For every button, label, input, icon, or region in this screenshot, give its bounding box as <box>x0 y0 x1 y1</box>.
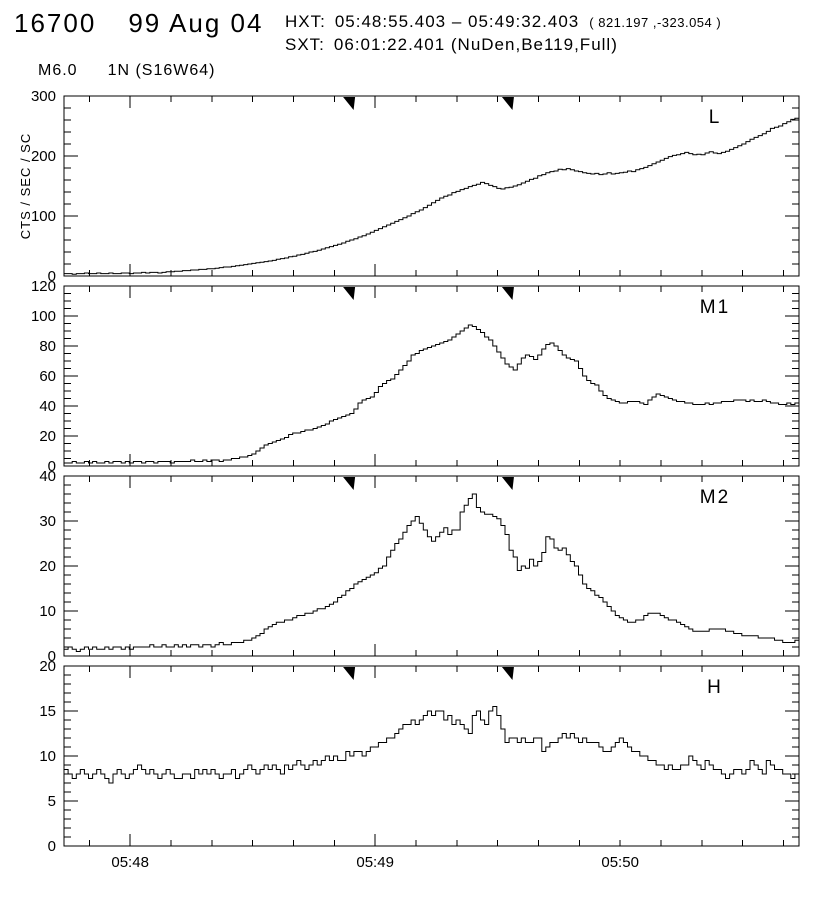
sxt-info: 06:01:22.401 (NuDen,Be119,Full) <box>333 35 618 54</box>
hxt-interval-marker-icon <box>501 97 514 110</box>
page-title: 16700 99 Aug 04 <box>14 8 263 39</box>
x-axis-time-label: 05:49 <box>356 854 394 871</box>
y-tick-label: 80 <box>39 338 56 355</box>
y-tick-label: 40 <box>39 398 56 415</box>
y-tick-label: 0 <box>48 458 56 475</box>
y-tick-label: 0 <box>48 268 56 285</box>
hxt-coordinates: ( 821.197 ,-323.054 ) <box>589 15 722 30</box>
hxt-interval-marker-icon <box>343 477 356 490</box>
x-axis-time-label: 05:50 <box>601 854 639 871</box>
hxt-time-line: HXT: 05:48:55.403 – 05:49:32.403 ( 821.197… <box>285 12 721 35</box>
y-tick-label: 5 <box>48 793 56 810</box>
light-curve-M1 <box>64 324 800 464</box>
y-tick-label: 10 <box>39 603 56 620</box>
y-tick-label: 200 <box>31 148 56 165</box>
panel-label-M1: M1 <box>700 297 730 318</box>
hxt-label: HXT: <box>285 12 326 31</box>
sxt-label: SXT: <box>285 35 325 54</box>
hxt-interval-marker-icon <box>501 287 514 300</box>
light-curve-H <box>64 706 800 784</box>
event-id: 16700 <box>14 8 97 38</box>
flare-location: 1N (S16W64) <box>107 62 216 79</box>
x-axis-time-label: 05:48 <box>111 854 149 871</box>
light-curve-L <box>64 115 800 275</box>
panel-box-L <box>63 95 800 277</box>
y-tick-label: 20 <box>39 428 56 445</box>
flare-classification: M6.0 1N (S16W64) <box>38 62 216 80</box>
hxt-interval-marker-icon <box>343 287 356 300</box>
y-tick-label: 20 <box>39 658 56 675</box>
panel-box-M1 <box>63 285 800 467</box>
y-tick-label: 15 <box>39 703 56 720</box>
hxt-interval-marker-icon <box>501 477 514 490</box>
y-tick-label: 60 <box>39 368 56 385</box>
event-date: 99 Aug 04 <box>128 8 264 38</box>
hxt-interval-marker-icon <box>343 97 356 110</box>
y-tick-label: 10 <box>39 748 56 765</box>
hxt-interval-marker-icon <box>343 667 356 680</box>
y-tick-label: 100 <box>31 208 56 225</box>
hxt-interval-marker-icon <box>501 667 514 680</box>
hxt-interval: 05:48:55.403 – 05:49:32.403 <box>334 12 580 31</box>
y-tick-label: 20 <box>39 558 56 575</box>
instrument-times: HXT: 05:48:55.403 – 05:49:32.403 ( 821.197… <box>285 12 721 58</box>
y-tick-label: 300 <box>31 88 56 105</box>
goes-class: M6.0 <box>38 62 78 79</box>
panel-label-L: L <box>709 107 722 128</box>
y-tick-label: 120 <box>31 278 56 295</box>
y-axis-label: CTS / SEC / SC <box>18 133 33 239</box>
light-curve-M2 <box>64 493 800 652</box>
panel-label-H: H <box>707 677 723 698</box>
panel-label-M2: M2 <box>700 487 730 508</box>
y-tick-label: 30 <box>39 513 56 530</box>
y-tick-label: 100 <box>31 308 56 325</box>
y-tick-label: 40 <box>39 468 56 485</box>
y-tick-label: 0 <box>48 838 56 855</box>
sxt-time-line: SXT: 06:01:22.401 (NuDen,Be119,Full) <box>285 35 721 58</box>
y-tick-label: 0 <box>48 648 56 665</box>
